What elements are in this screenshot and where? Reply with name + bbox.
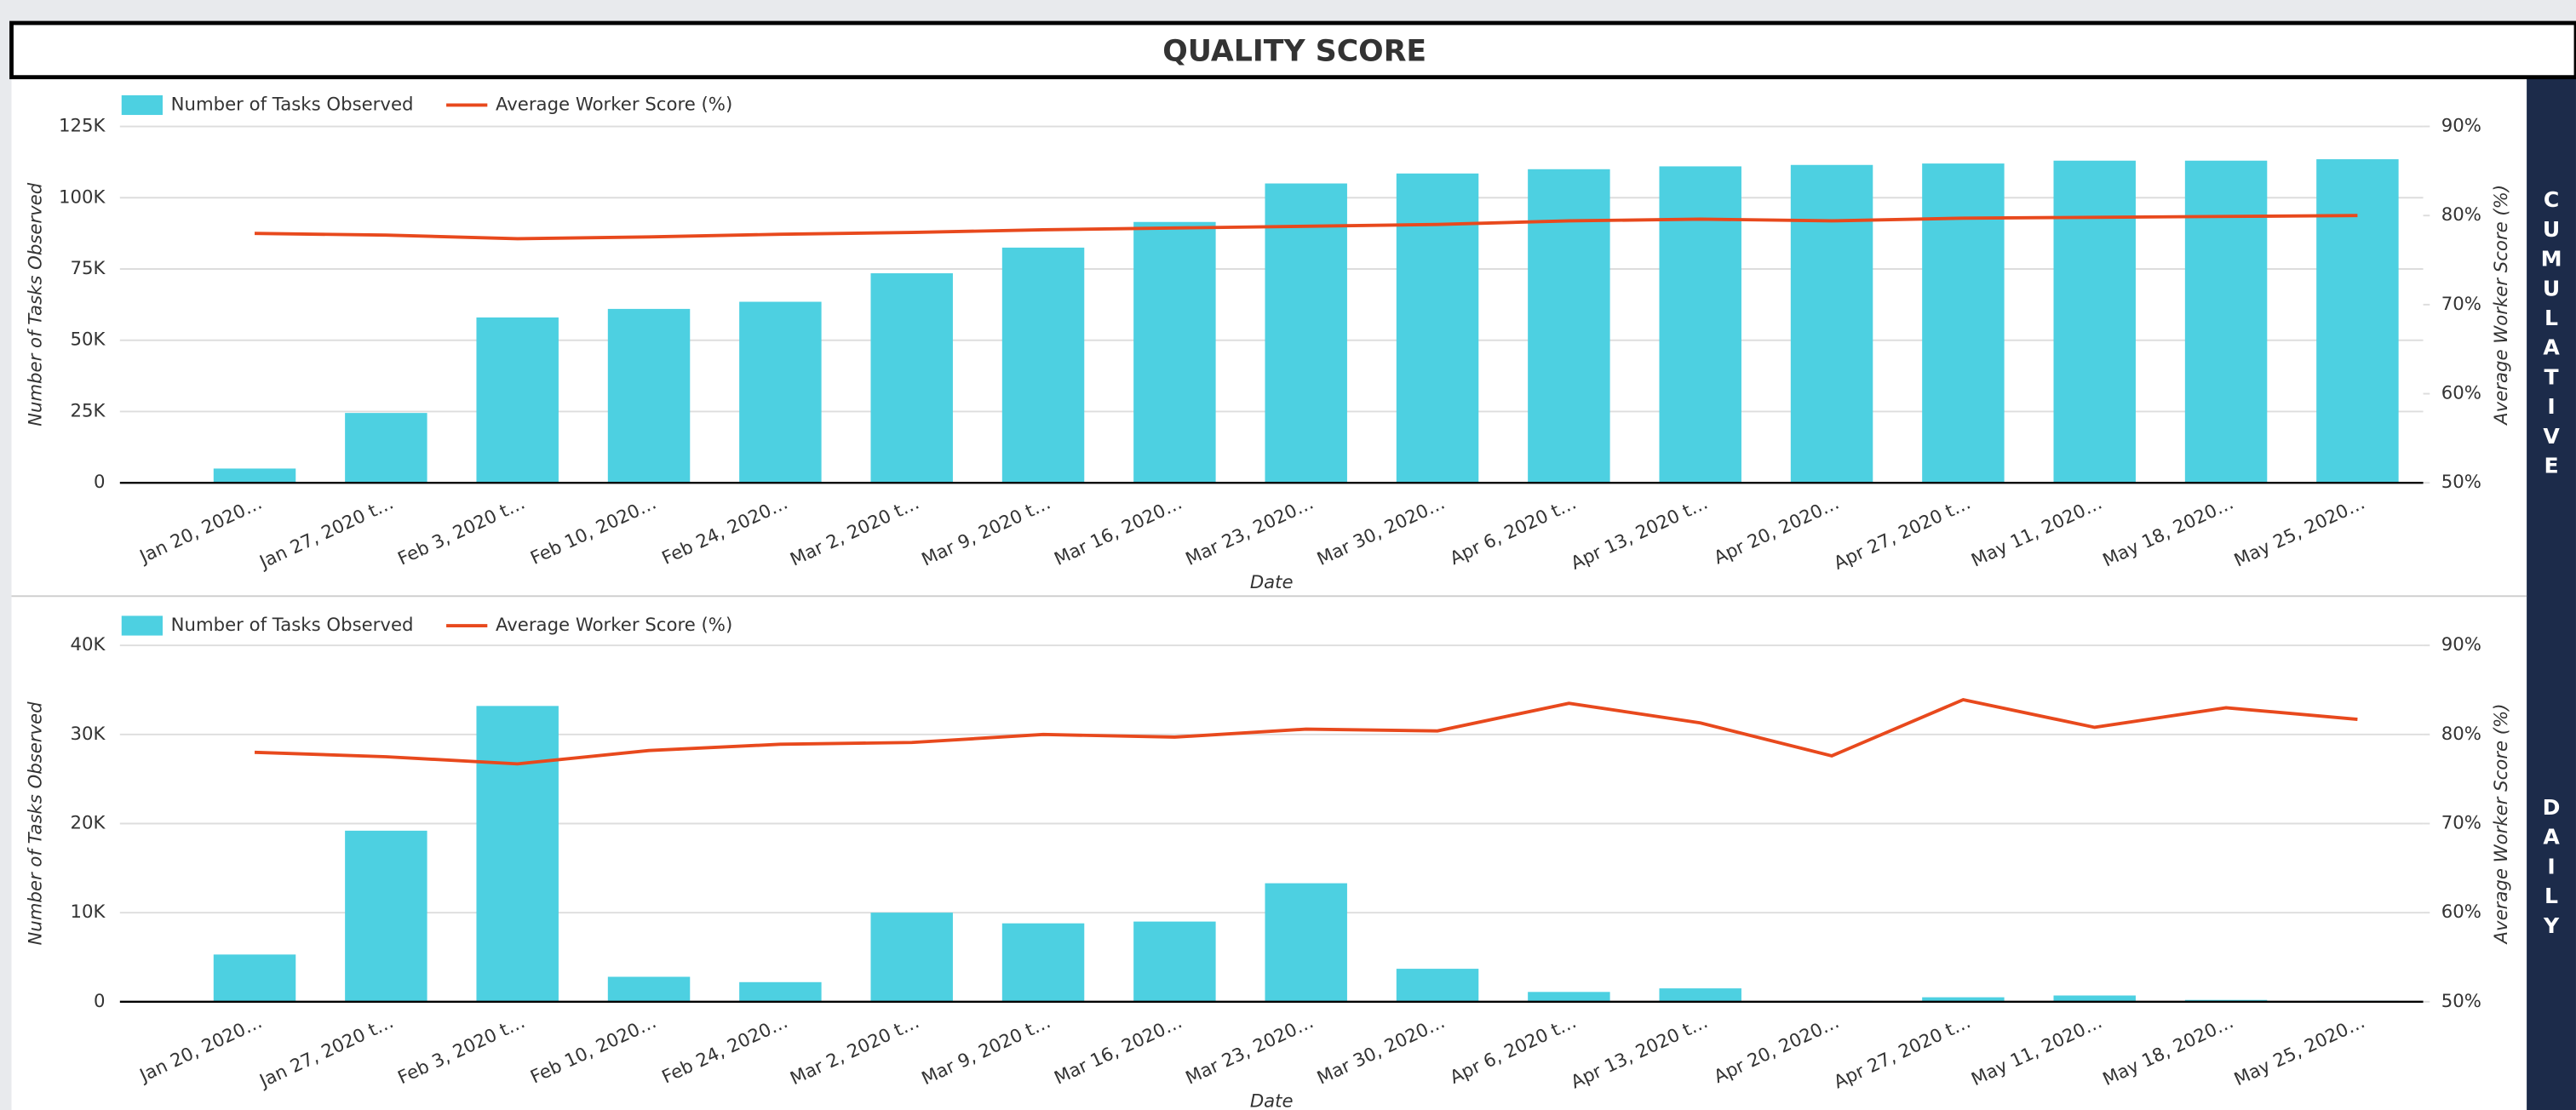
- bar: [2053, 995, 2136, 1002]
- legend-swatch: [121, 615, 163, 636]
- bar: [1790, 164, 1873, 483]
- y2-tick-label: 70%: [2441, 812, 2481, 833]
- y2-tick-label: 80%: [2441, 724, 2481, 745]
- y2-tick-label: 70%: [2441, 294, 2481, 315]
- y-tick-label: 40K: [71, 634, 106, 655]
- y2-tick-label: 50%: [2441, 472, 2481, 493]
- y2-tick-label: 50%: [2441, 991, 2481, 1012]
- bar: [345, 413, 427, 483]
- bar: [1659, 166, 1741, 483]
- bar: [1133, 921, 1216, 1002]
- bar: [1922, 163, 2005, 483]
- bar: [213, 468, 296, 483]
- bar: [345, 830, 427, 1002]
- y-tick-label: 0: [94, 991, 106, 1012]
- bar: [1528, 992, 1610, 1002]
- y-tick-label: 125K: [59, 116, 106, 137]
- y-tick-label: 0: [94, 472, 106, 493]
- bar: [476, 706, 559, 1002]
- y2-tick-label: 60%: [2441, 383, 2481, 404]
- legend-label: Average Worker Score (%): [496, 615, 732, 636]
- bar: [1001, 923, 1085, 1002]
- legend-label: Average Worker Score (%): [496, 94, 732, 115]
- side-label: DAILY: [2539, 796, 2564, 945]
- bar: [607, 976, 691, 1002]
- y-tick-label: 20K: [71, 812, 106, 833]
- y-axis-title: Number of Tasks Observed: [25, 182, 46, 426]
- page-title: QUALITY SCORE: [1162, 35, 1426, 69]
- bar: [1001, 247, 1085, 483]
- bar: [1265, 883, 1347, 1002]
- bar: [2184, 160, 2268, 483]
- y-tick-label: 50K: [71, 329, 106, 351]
- bar: [213, 954, 296, 1002]
- x-axis-title: Date: [1250, 572, 1294, 593]
- score-line: [254, 214, 2358, 241]
- legend-swatch: [121, 94, 163, 116]
- bar: [870, 913, 953, 1002]
- bar: [607, 308, 691, 483]
- bar: [1396, 173, 1479, 483]
- side-bar: [2527, 77, 2576, 1110]
- bar: [1922, 997, 2005, 1002]
- y-tick-label: 25K: [71, 400, 106, 421]
- bar: [870, 273, 953, 483]
- legend-label: Number of Tasks Observed: [171, 615, 414, 636]
- bar: [1396, 969, 1479, 1002]
- y2-axis-title: Average Worker Score (%): [2491, 704, 2512, 946]
- bar: [739, 981, 822, 1002]
- bar: [1133, 221, 1216, 483]
- score-line: [254, 698, 2358, 766]
- bar: [1659, 988, 1741, 1002]
- bar: [476, 317, 559, 483]
- y2-tick-label: 60%: [2441, 901, 2481, 923]
- y2-tick-label: 90%: [2441, 116, 2481, 137]
- bar: [1528, 169, 1610, 483]
- bar: [1265, 183, 1347, 483]
- x-axis-title: Date: [1250, 1090, 1294, 1110]
- y-tick-label: 100K: [59, 186, 106, 208]
- y2-tick-label: 90%: [2441, 634, 2481, 655]
- bar: [2316, 159, 2399, 483]
- y-tick-label: 75K: [71, 258, 106, 279]
- y2-tick-label: 80%: [2441, 204, 2481, 226]
- bar: [2053, 160, 2136, 483]
- side-label: CUMULATIVE: [2539, 188, 2564, 485]
- y-tick-label: 10K: [71, 901, 106, 923]
- y-tick-label: 30K: [71, 724, 106, 745]
- legend-label: Number of Tasks Observed: [171, 94, 414, 115]
- y-axis-title: Number of Tasks Observed: [25, 701, 46, 946]
- title-bar: [9, 20, 2576, 80]
- bar: [739, 301, 822, 483]
- y2-axis-title: Average Worker Score (%): [2491, 185, 2512, 426]
